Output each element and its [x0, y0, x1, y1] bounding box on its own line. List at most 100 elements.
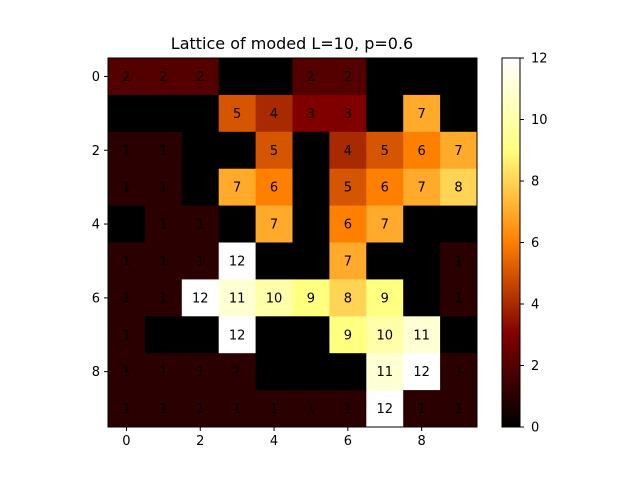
cell-value-label: 12	[229, 254, 246, 269]
x-tick-label: 4	[270, 434, 278, 449]
heatmap-cell	[329, 279, 367, 317]
heatmap-cell	[403, 390, 441, 428]
cell-value-label: 5	[233, 107, 241, 122]
heatmap-cell	[108, 242, 146, 280]
cell-value-label: 12	[229, 328, 246, 343]
cell-value-label: 2	[344, 70, 352, 85]
heatmap-cell	[144, 353, 183, 391]
heatmap-cell	[292, 353, 330, 391]
x-tick-label: 0	[122, 434, 130, 449]
cell-value-label: 1	[454, 402, 462, 417]
heatmap-cell	[366, 316, 404, 354]
heatmap-cell	[255, 131, 293, 170]
heatmap-cell	[144, 58, 183, 96]
cell-value-label: 1	[270, 402, 278, 417]
cell-value-label: 11	[376, 365, 393, 380]
heatmap-cell	[403, 131, 441, 170]
heatmap-cell	[218, 205, 256, 243]
heatmap-cell	[108, 58, 146, 96]
heatmap-cell	[181, 390, 220, 428]
heatmap-cell	[181, 353, 220, 391]
heatmap-cell	[255, 390, 293, 428]
cell-value-label: 1	[122, 402, 130, 417]
heatmap-cell	[144, 94, 183, 133]
heatmap-cell	[329, 205, 367, 243]
cell-value-label: 1	[122, 291, 130, 306]
heatmap-cell	[440, 168, 478, 206]
heatmap-cell	[366, 353, 404, 391]
heatmap-cell	[440, 390, 478, 428]
cell-value-label: 6	[418, 144, 426, 159]
heatmap-cell	[292, 316, 330, 354]
heatmap-cell	[181, 168, 220, 206]
colorbar-ticks: 0 2 4 6 8 10 12	[520, 52, 548, 436]
heatmap-cell	[255, 168, 293, 206]
cell-value-label: 7	[344, 254, 352, 269]
cell-value-label: 1	[307, 402, 315, 417]
heatmap-cell	[108, 131, 146, 170]
heatmap-cell	[255, 58, 293, 96]
heatmap-cell	[366, 279, 404, 317]
cell-value-label: 1	[159, 291, 167, 306]
heatmap-cell	[403, 58, 441, 96]
heatmap-cell	[440, 94, 478, 133]
cell-value-label: 10	[376, 328, 393, 343]
heatmap-cell	[440, 242, 478, 280]
cell-value-label: 7	[418, 181, 426, 196]
heatmap-cell	[329, 168, 367, 206]
cell-value-label: 8	[344, 291, 352, 306]
x-tick-label: 2	[196, 434, 204, 449]
cell-value-label: 2	[159, 70, 167, 85]
heatmap-cell	[181, 242, 220, 280]
cell-value-label: 1	[122, 144, 130, 159]
cell-value-label: 9	[381, 291, 389, 306]
heatmap-cell	[108, 316, 146, 354]
cell-value-label: 1	[159, 144, 167, 159]
x-tick-label: 8	[418, 434, 426, 449]
heatmap-cell	[403, 242, 441, 280]
heatmap-cell	[440, 353, 478, 391]
y-tick-label: 8	[92, 365, 100, 380]
heatmap-cell	[366, 242, 404, 280]
heatmap-cell	[218, 168, 256, 206]
heatmap-cell	[403, 279, 441, 317]
cell-value-label: 7	[454, 144, 462, 159]
heatmap-cell	[292, 242, 330, 280]
cell-value-label: 2	[122, 70, 130, 85]
heatmap-cell-labels: 2 2 2 2 25 4 3 3 71 1 5 4 5 6 71 1 7 6 5 6 7 81 1 7 6 71 1 1 12 7 11 1 1…	[122, 70, 462, 417]
heatmap-cell	[218, 390, 256, 428]
heatmap-cell	[440, 58, 478, 96]
cell-value-label: 1	[418, 402, 426, 417]
heatmap-cell	[329, 390, 367, 428]
heatmap-frame	[107, 57, 478, 428]
heatmap-cell	[181, 94, 220, 133]
heatmap-cell	[218, 131, 256, 170]
cell-value-label: 1	[159, 402, 167, 417]
heatmap-cell	[440, 205, 478, 243]
cell-value-label: 2	[196, 70, 204, 85]
heatmap-cell	[403, 353, 441, 391]
heatmap-cell	[218, 58, 256, 96]
cell-value-label: 4	[344, 144, 352, 159]
heatmap-cell	[144, 205, 183, 243]
y-tick-label: 2	[92, 144, 100, 159]
heatmap-cell	[218, 279, 256, 317]
heatmap-cell	[292, 94, 330, 133]
cell-value-label: 1	[122, 254, 130, 269]
cell-value-label: 6	[344, 218, 352, 233]
heatmap-cell	[181, 131, 220, 170]
cell-value-label: 12	[192, 291, 209, 306]
heatmap-cell	[144, 390, 183, 428]
heatmap-cell	[366, 131, 404, 170]
cell-value-label: 1	[233, 365, 241, 380]
heatmap-cell	[218, 94, 256, 133]
cell-value-label: 2	[307, 70, 315, 85]
colorbar: 0 2 4 6 8 10 12	[501, 52, 548, 436]
heatmap-cell	[144, 316, 183, 354]
cell-value-label: 1	[196, 218, 204, 233]
cell-value-label: 1	[196, 365, 204, 380]
heatmap-cell	[218, 316, 256, 354]
cell-value-label: 1	[159, 254, 167, 269]
cell-value-label: 12	[413, 365, 430, 380]
